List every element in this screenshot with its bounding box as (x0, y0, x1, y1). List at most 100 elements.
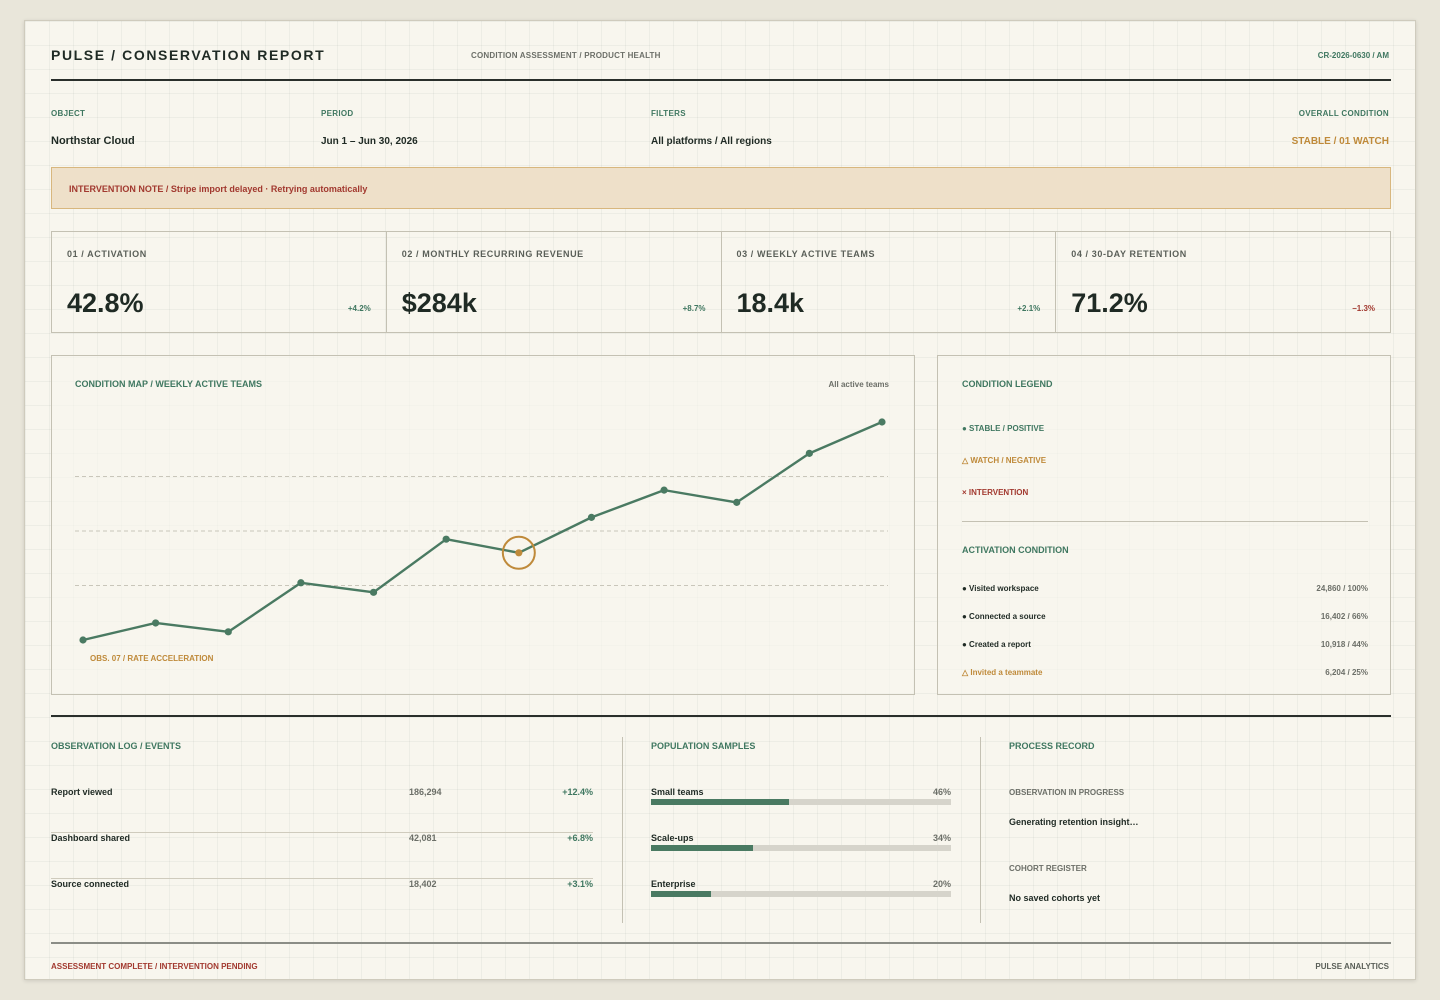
population-name: Scale-ups (651, 833, 694, 843)
data-point (733, 498, 741, 506)
kpi-label: 04 / 30-DAY RETENTION (1071, 249, 1187, 259)
population-bar-track (651, 799, 951, 805)
chart-panel: CONDITION MAP / WEEKLY ACTIVE TEAMS All … (51, 355, 915, 695)
chart-points (79, 418, 886, 644)
data-point (587, 513, 596, 521)
activation-step-name: △ Invited a teammate (962, 668, 1043, 677)
observation-progress-label: OBSERVATION IN PROGRESS (1009, 788, 1125, 797)
data-point (152, 619, 160, 627)
population-row[interactable]: Enterprise 20% (651, 879, 951, 903)
chart-grid (75, 476, 888, 586)
series-line (81, 420, 884, 642)
legend-title: CONDITION LEGEND (962, 379, 1053, 389)
activation-row[interactable]: ● Connected a source 16,402 / 66% (962, 612, 1368, 621)
event-count: 42,081 (409, 833, 437, 843)
population-name: Enterprise (651, 879, 696, 889)
activation-step-value: 10,918 / 44% (1320, 640, 1368, 649)
object-label: OBJECT (51, 109, 86, 118)
kpi-label: 01 / ACTIVATION (67, 249, 147, 259)
kpi-card-mrr[interactable]: 02 / MONTHLY RECURRING REVENUE $284k +8.… (387, 232, 722, 332)
kpi-value: 42.8% (67, 288, 144, 318)
population-bar-track (651, 845, 951, 851)
population-bar-fill (651, 845, 753, 851)
population-name: Small teams (651, 787, 704, 797)
kpi-card-retention[interactable]: 04 / 30-DAY RETENTION 71.2% −1.3% (1056, 232, 1390, 332)
population-percent: 34% (932, 833, 951, 843)
event-row[interactable]: Dashboard shared 42,081 +6.8% (51, 833, 593, 879)
data-point (369, 588, 378, 596)
header-rule (51, 79, 1391, 81)
report-subtitle: CONDITION ASSESSMENT / PRODUCT HEALTH (471, 51, 661, 60)
activation-step-name: ● Connected a source (962, 612, 1046, 621)
population-row[interactable]: Scale-ups 34% (651, 833, 951, 857)
population-percent: 20% (932, 879, 951, 889)
event-delta: +6.8% (567, 833, 593, 843)
activation-step-name: ● Visited workspace (962, 584, 1039, 593)
kpi-card-weekly-active-teams[interactable]: 03 / WEEKLY ACTIVE TEAMS 18.4k +2.1% (722, 232, 1057, 332)
population-row[interactable]: Small teams 46% (651, 787, 951, 811)
population-title: POPULATION SAMPLES (651, 741, 756, 751)
kpi-value: $284k (401, 288, 477, 318)
cohort-register-value: No saved cohorts yet (1009, 893, 1101, 903)
filters-label: FILTERS (651, 109, 686, 118)
activation-step-value: 6,204 / 25% (1325, 668, 1368, 677)
chart-filter[interactable]: All active teams (828, 380, 889, 389)
population-percent: 46% (932, 787, 951, 797)
kpi-delta: −1.3% (1352, 304, 1375, 313)
activation-step-name: ● Created a report (962, 640, 1031, 649)
data-point (660, 486, 668, 494)
chart-title: CONDITION MAP / WEEKLY ACTIVE TEAMS (75, 379, 263, 389)
intervention-text: INTERVENTION NOTE / Stripe import delaye… (69, 184, 368, 194)
event-count: 18,402 (409, 879, 437, 889)
cohort-register-label: COHORT REGISTER (1009, 864, 1087, 873)
population-bar-track (651, 891, 951, 897)
overall-condition-label: OVERALL CONDITION (1298, 109, 1389, 118)
population-bar-fill (651, 799, 789, 805)
footer-status: ASSESSMENT COMPLETE / INTERVENTION PENDI… (51, 962, 258, 971)
population-bar-fill (651, 891, 711, 897)
event-row[interactable]: Report viewed 186,294 +12.4% (51, 787, 593, 833)
period-value[interactable]: Jun 1 – Jun 30, 2026 (321, 136, 418, 147)
legend-panel: CONDITION LEGEND ● STABLE / POSITIVE △ W… (937, 355, 1391, 695)
kpi-card-activation[interactable]: 01 / ACTIVATION 42.8% +4.2% (52, 232, 387, 332)
report-sheet: PULSE / CONSERVATION REPORT CONDITION AS… (24, 20, 1416, 980)
section-rule (51, 715, 1391, 717)
data-point (297, 579, 305, 587)
activation-row[interactable]: ● Created a report 10,918 / 44% (962, 640, 1368, 649)
kpi-label: 02 / MONTHLY RECURRING REVENUE (401, 249, 584, 259)
activation-step-value: 24,860 / 100% (1316, 584, 1368, 593)
report-title: PULSE / CONSERVATION REPORT (51, 47, 326, 63)
period-label: PERIOD (321, 109, 354, 118)
events-title: OBSERVATION LOG / EVENTS (51, 741, 182, 751)
event-name: Report viewed (51, 787, 113, 797)
data-point (805, 449, 813, 457)
data-point (224, 628, 232, 636)
column-divider (980, 737, 981, 923)
data-point (442, 535, 450, 543)
filters-value[interactable]: All platforms / All regions (651, 136, 772, 147)
activation-row[interactable]: △ Invited a teammate 6,204 / 25% (962, 668, 1368, 677)
report-id: CR-2026-0630 / AM (1317, 51, 1389, 60)
kpi-value: 18.4k (736, 288, 805, 318)
kpi-label: 03 / WEEKLY ACTIVE TEAMS (736, 249, 876, 259)
process-title: PROCESS RECORD (1009, 741, 1095, 751)
column-divider (622, 737, 623, 923)
event-delta: +3.1% (567, 879, 593, 889)
kpi-delta: +8.7% (682, 304, 706, 313)
activation-row[interactable]: ● Visited workspace 24,860 / 100% (962, 584, 1368, 593)
kpi-value: 71.2% (1071, 288, 1148, 318)
object-value: Northstar Cloud (51, 135, 135, 147)
chart-annotation: OBS. 07 / RATE ACCELERATION (90, 654, 214, 663)
kpi-delta: +4.2% (347, 304, 371, 313)
overall-condition-value: STABLE / 01 WATCH (1291, 136, 1389, 147)
activation-step-value: 16,402 / 66% (1320, 612, 1368, 621)
data-point (79, 636, 87, 644)
intervention-banner: INTERVENTION NOTE / Stripe import delaye… (51, 167, 1391, 209)
highlight-ring (501, 535, 536, 570)
event-delta: +12.4% (562, 787, 593, 797)
footer-brand: PULSE ANALYTICS (1315, 962, 1389, 971)
event-row[interactable]: Source connected 18,402 +3.1% (51, 879, 593, 925)
observation-progress-value: Generating retention insight… (1009, 817, 1139, 827)
legend-item-watch: △ WATCH / NEGATIVE (962, 456, 1047, 465)
legend-item-stable: ● STABLE / POSITIVE (962, 424, 1045, 433)
